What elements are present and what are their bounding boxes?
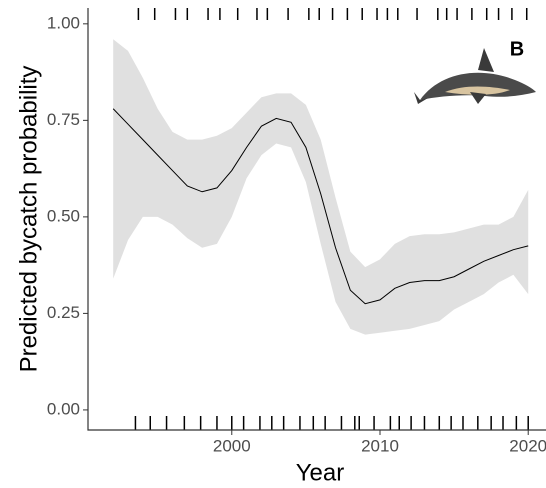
y-tick-label: 0.75 — [47, 110, 80, 129]
x-tick-label: 2020 — [509, 436, 546, 455]
fit-line — [112, 108, 529, 305]
y-axis-label: Predicted bycatch probability — [15, 66, 42, 373]
x-tick-label: 2000 — [213, 436, 251, 455]
y-tick-label: 1.00 — [47, 13, 80, 32]
panel-label: B — [510, 38, 524, 60]
y-tick-label: 0.25 — [47, 303, 80, 322]
x-tick-label: 2010 — [361, 436, 399, 455]
y-tick-label: 0.50 — [47, 206, 80, 225]
y-tick-label: 0.00 — [47, 399, 80, 418]
confidence-band — [113, 39, 529, 335]
dolphin-icon — [414, 48, 536, 104]
x-axis-label: Year — [296, 459, 345, 486]
axis-frame — [87, 8, 546, 431]
